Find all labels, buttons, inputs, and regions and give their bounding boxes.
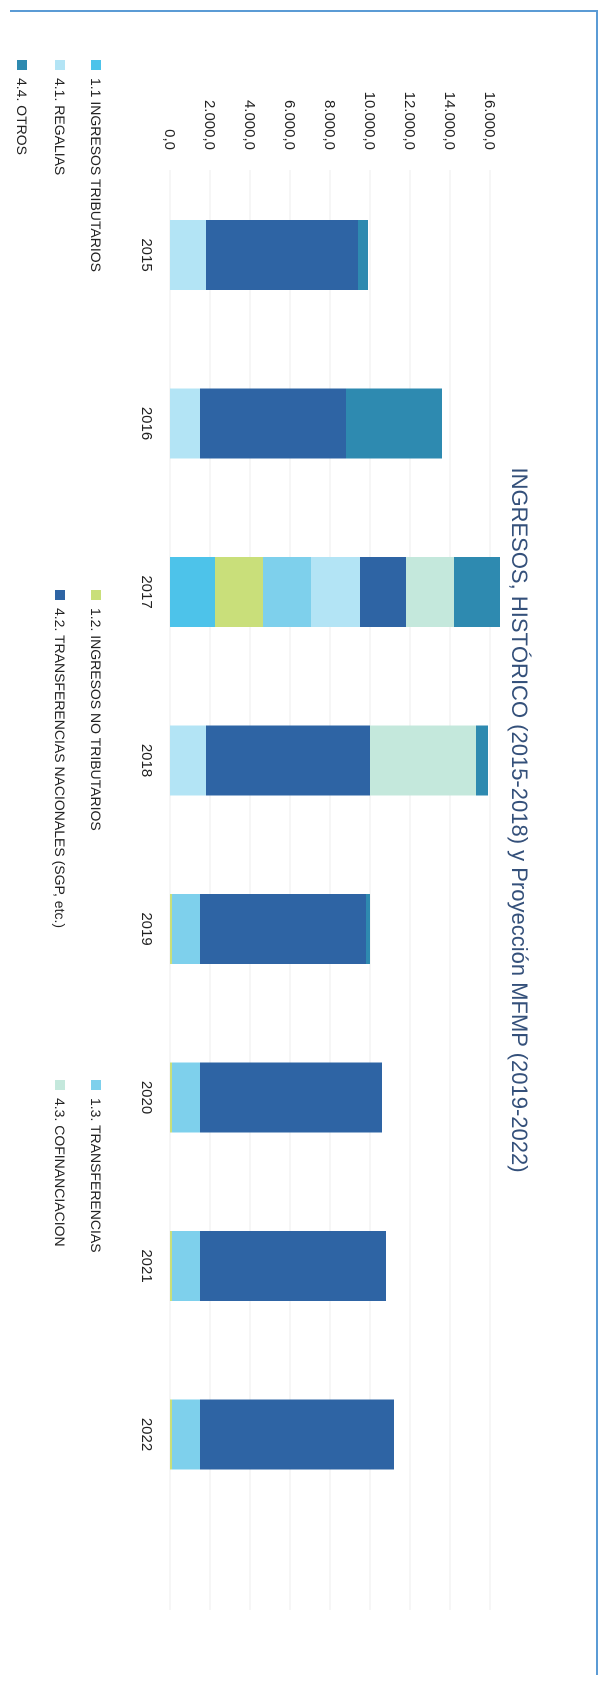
bar-segment <box>200 1062 382 1133</box>
x-tick-label: 2016 <box>138 407 155 440</box>
bar-segment <box>172 1062 200 1133</box>
value-axis: 0,0 2.000,0 4.000,0 6.000,0 8.000,0 10.000,0 1… <box>161 92 498 150</box>
gridlines <box>169 170 491 1610</box>
bar-segment <box>172 894 200 964</box>
legend-item: 4.4. OTROS <box>14 60 30 155</box>
bar-segment <box>170 1399 172 1470</box>
bar-segment <box>206 725 370 796</box>
y-tick-label: 10.000,0 <box>361 92 378 150</box>
bar-segment <box>206 220 358 290</box>
chart-frame <box>10 10 598 1675</box>
bar-segment <box>170 894 172 964</box>
legend-label: 4.1. REGALIAS <box>52 78 68 175</box>
bar-segment <box>200 1399 394 1470</box>
y-tick-label: 0,0 <box>161 129 178 150</box>
bar-segment <box>172 1231 200 1301</box>
bar-segment <box>476 725 488 796</box>
bar-segment <box>170 557 215 627</box>
y-tick-label: 14.000,0 <box>441 92 458 150</box>
legend-item: 4.3. COFINANCIACION <box>52 1080 68 1247</box>
bar-segment <box>200 1231 386 1301</box>
bar-segment <box>311 557 360 627</box>
legend-label: 4.2. TRANSFERENCIAS NACIONALES (SGP, etc… <box>52 608 68 928</box>
y-tick-label: 12.000,0 <box>401 92 418 150</box>
legend-swatch <box>55 60 65 70</box>
legend-item: 4.1. REGALIAS <box>52 60 68 175</box>
legend-item: 4.2. TRANSFERENCIAS NACIONALES (SGP, etc… <box>52 590 68 928</box>
bars <box>170 220 500 1470</box>
x-tick-label: 2020 <box>138 1081 155 1114</box>
bar-segment <box>170 388 200 459</box>
legend-swatch <box>91 1080 101 1090</box>
legend-item: 1.3. TRANSFERENCIAS <box>88 1080 104 1253</box>
chart-title: INGRESOS, HISTÓRICO (2015-2018) y Proyec… <box>507 467 532 1172</box>
bar-segment <box>172 1399 200 1470</box>
x-tick-label: 2015 <box>138 238 155 271</box>
x-tick-label: 2021 <box>138 1249 155 1282</box>
legend-swatch <box>17 60 27 70</box>
legend-label: 4.3. COFINANCIACION <box>52 1098 68 1247</box>
legend-item: 1.1 INGRESOS TRIBUTARIOS <box>88 60 104 272</box>
legend: 1.1 INGRESOS TRIBUTARIOS 1.2. INGRESOS NO… <box>14 60 104 1253</box>
y-tick-label: 16.000,0 <box>481 92 498 150</box>
legend-label: 1.3. TRANSFERENCIAS <box>88 1098 104 1253</box>
bar-segment <box>370 725 476 796</box>
legend-item: 1.2. INGRESOS NO TRIBUTARIOS <box>88 590 104 831</box>
bar-segment <box>366 894 370 964</box>
legend-swatch <box>55 1080 65 1090</box>
bar-segment <box>215 557 263 627</box>
legend-label: 4.4. OTROS <box>14 78 30 155</box>
bar-segment <box>406 557 454 627</box>
bar-segment <box>358 220 368 290</box>
bar-segment <box>170 1231 172 1301</box>
bar-segment <box>170 220 206 290</box>
bar-segment <box>200 894 366 964</box>
x-tick-label: 2018 <box>138 744 155 777</box>
legend-swatch <box>55 590 65 600</box>
bar-segment <box>200 388 346 459</box>
bar-segment <box>360 557 406 627</box>
legend-label: 1.1 INGRESOS TRIBUTARIOS <box>88 78 104 272</box>
bar-segment <box>454 557 500 627</box>
x-tick-label: 2019 <box>138 912 155 945</box>
bar-segment <box>263 557 311 627</box>
x-tick-label: 2022 <box>138 1418 155 1451</box>
y-tick-label: 6.000,0 <box>281 100 298 150</box>
bar-segment <box>346 388 442 459</box>
y-tick-label: 8.000,0 <box>321 100 338 150</box>
bar-segment <box>170 1062 172 1133</box>
y-tick-label: 2.000,0 <box>201 100 218 150</box>
legend-swatch <box>91 590 101 600</box>
y-tick-label: 4.000,0 <box>241 100 258 150</box>
bar-segment <box>170 725 206 796</box>
legend-label: 1.2. INGRESOS NO TRIBUTARIOS <box>88 608 104 831</box>
x-tick-label: 2017 <box>138 575 155 608</box>
legend-swatch <box>91 60 101 70</box>
